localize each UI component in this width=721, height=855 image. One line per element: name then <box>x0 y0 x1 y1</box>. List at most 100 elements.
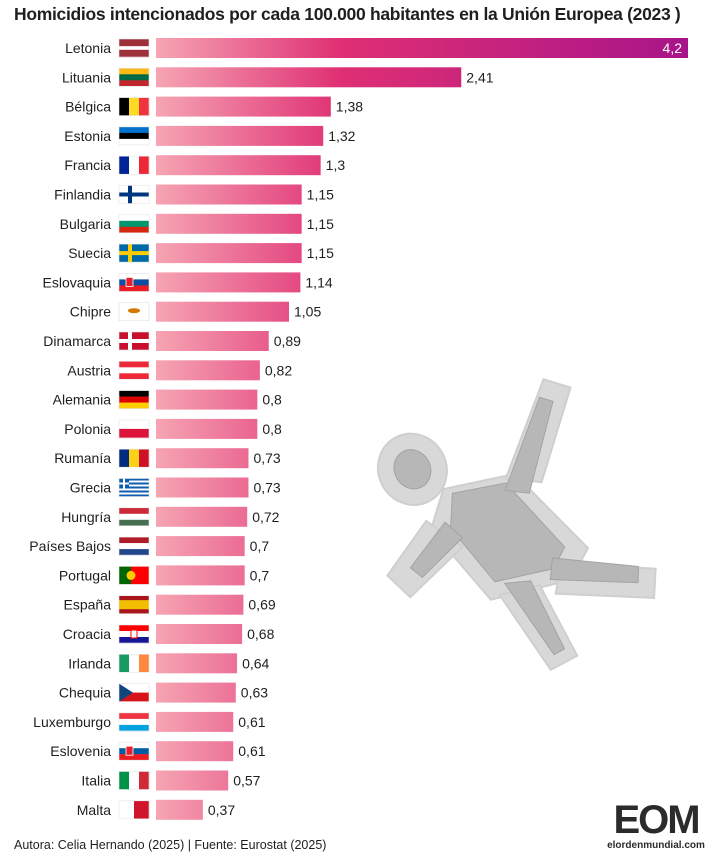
bar <box>156 243 302 264</box>
bar <box>156 418 258 439</box>
category-label: Lituania <box>62 69 111 85</box>
bar-row: Irlanda 0,64 <box>68 653 270 674</box>
value-label: 0,8 <box>262 421 282 437</box>
value-label: 0,68 <box>247 626 274 642</box>
bar-row: Estonia 1,32 <box>64 125 356 146</box>
country-flag-icon <box>118 800 150 820</box>
category-label: Chequia <box>59 685 111 701</box>
bar-row: Letonia 4,2 <box>65 38 688 58</box>
bar-row: Suecia 1,15 <box>68 243 334 264</box>
bar <box>156 477 249 498</box>
bar-row: Chipre 1,05 <box>70 301 321 322</box>
footer-credit: Autora: Celia Hernando (2025) | Fuente: … <box>14 838 327 852</box>
bar-row: Rumanía 0,73 <box>54 448 281 469</box>
value-label: 1,05 <box>294 304 321 320</box>
country-flag-icon <box>118 741 150 761</box>
country-flag-icon <box>118 214 150 234</box>
bar-row: Países Bajos 0,7 <box>29 536 270 557</box>
value-label: 1,14 <box>305 274 332 290</box>
bar <box>156 272 301 293</box>
bar <box>156 331 269 351</box>
bar <box>156 213 302 234</box>
value-label: 0,82 <box>265 362 292 378</box>
category-label: Dinamarca <box>43 333 111 349</box>
category-label: Italia <box>81 773 111 789</box>
country-flag-icon <box>118 331 150 351</box>
bar-row: Francia 1,3 <box>64 155 345 176</box>
category-label: Alemania <box>53 392 112 408</box>
category-label: Rumanía <box>54 450 111 466</box>
bar <box>156 624 243 644</box>
category-label: Portugal <box>59 567 111 583</box>
category-label: Francia <box>64 157 111 173</box>
country-flag-icon <box>118 448 150 468</box>
chart-title: Homicidios intencionados por cada 100.00… <box>14 4 681 24</box>
country-flag-icon <box>118 771 150 790</box>
bar-row: Luxemburgo 0,61 <box>33 711 266 732</box>
value-label: 0,72 <box>252 509 279 525</box>
category-label: Eslovaquia <box>43 274 112 290</box>
country-flag-icon <box>118 712 150 732</box>
value-label: 0,7 <box>250 567 270 583</box>
value-label: 0,73 <box>253 480 280 496</box>
bar-row: Croacia 0,68 <box>63 624 275 644</box>
bar <box>156 653 238 674</box>
country-flag-icon <box>118 38 150 58</box>
country-flag-icon <box>118 507 150 527</box>
value-label: 0,61 <box>238 743 265 759</box>
category-label: Estonia <box>64 128 111 144</box>
body-outline-illustration <box>376 378 657 672</box>
eom-logo[interactable]: EOM elordenmundial.com <box>600 800 712 852</box>
category-label: Hungría <box>61 509 111 525</box>
bar-row: Lituania 2,41 <box>62 67 494 88</box>
logo-site: elordenmundial.com <box>607 840 705 851</box>
bar <box>156 711 234 732</box>
bar-row: Grecia 0,73 <box>70 477 281 498</box>
country-flag-icon <box>118 683 150 702</box>
value-label: 0,61 <box>238 714 265 730</box>
bar-row: Eslovaquia 1,14 <box>43 272 333 293</box>
category-label: Luxemburgo <box>33 714 111 730</box>
country-flag-icon <box>118 595 150 615</box>
country-flag-icon <box>118 155 150 175</box>
category-label: Austria <box>67 362 111 378</box>
category-label: Chipre <box>70 304 111 320</box>
bar-row: Malta 0,37 <box>77 799 235 820</box>
value-label: 1,38 <box>336 99 363 115</box>
category-label: Eslovenia <box>50 743 111 759</box>
bar-row: Finlandia 1,15 <box>54 184 334 205</box>
country-flag-icon <box>118 653 150 673</box>
value-label: 1,15 <box>307 245 334 261</box>
country-flag-icon <box>118 273 150 292</box>
value-label: 0,37 <box>208 802 235 818</box>
value-label: 1,32 <box>328 128 355 144</box>
country-flag-icon <box>118 624 150 644</box>
value-label: 0,64 <box>242 655 269 671</box>
country-flag-icon <box>118 566 150 585</box>
bar-row: Bélgica 1,38 <box>65 96 363 117</box>
bar-row: Chequia 0,63 <box>59 682 268 703</box>
category-label: Bulgaria <box>60 216 112 232</box>
country-flag-icon <box>118 185 150 204</box>
bar-row: Italia 0,57 <box>81 770 261 791</box>
bar <box>156 506 248 527</box>
bar <box>156 536 245 557</box>
country-flag-icon <box>118 536 150 556</box>
bar-row: Austria 0,82 <box>67 360 292 381</box>
category-label: España <box>64 597 112 613</box>
bar <box>156 96 331 117</box>
value-label: 0,7 <box>250 538 270 554</box>
value-label: 2,41 <box>466 69 493 85</box>
logo-mark: EOM <box>613 798 700 842</box>
bar <box>156 448 249 469</box>
category-label: Grecia <box>70 480 111 496</box>
country-flag-icon <box>118 243 150 263</box>
value-label: 0,8 <box>262 392 282 408</box>
bar <box>156 770 229 791</box>
value-label: 1,15 <box>307 216 334 232</box>
bar <box>156 741 234 762</box>
bar-row: Dinamarca 0,89 <box>43 331 301 351</box>
bar <box>156 184 302 205</box>
bar <box>156 594 244 615</box>
category-label: Bélgica <box>65 99 111 115</box>
